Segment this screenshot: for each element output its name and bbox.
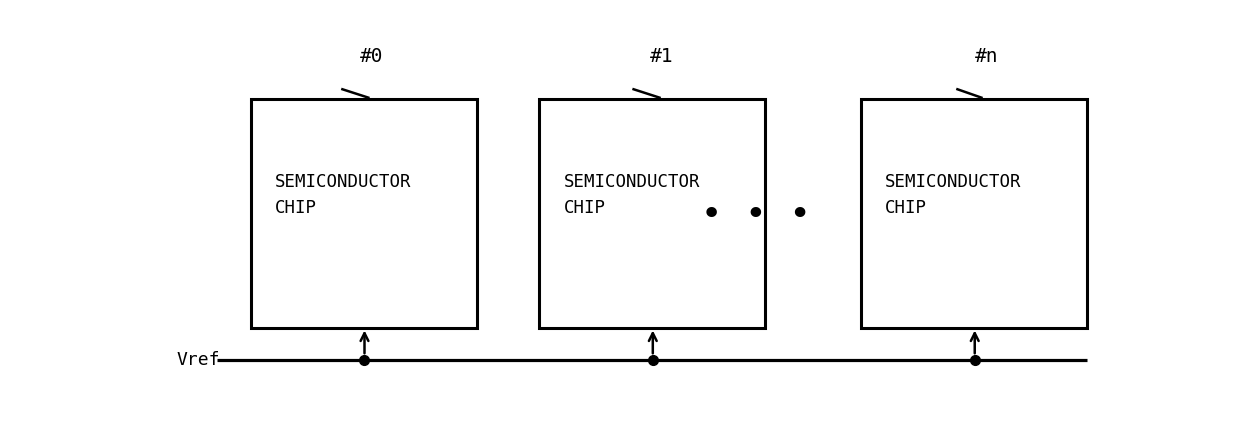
Bar <box>539 99 765 327</box>
Text: SEMICONDUCTOR
CHIP: SEMICONDUCTOR CHIP <box>885 173 1022 218</box>
Bar <box>862 99 1087 327</box>
Text: #n: #n <box>975 47 998 66</box>
Text: Vref: Vref <box>176 351 219 368</box>
Bar <box>250 99 477 327</box>
Text: #1: #1 <box>650 47 673 66</box>
Text: #0: #0 <box>360 47 383 66</box>
Text: SEMICONDUCTOR
CHIP: SEMICONDUCTOR CHIP <box>275 173 412 218</box>
Text: •  •  •: • • • <box>701 198 811 232</box>
Text: SEMICONDUCTOR
CHIP: SEMICONDUCTOR CHIP <box>563 173 699 218</box>
